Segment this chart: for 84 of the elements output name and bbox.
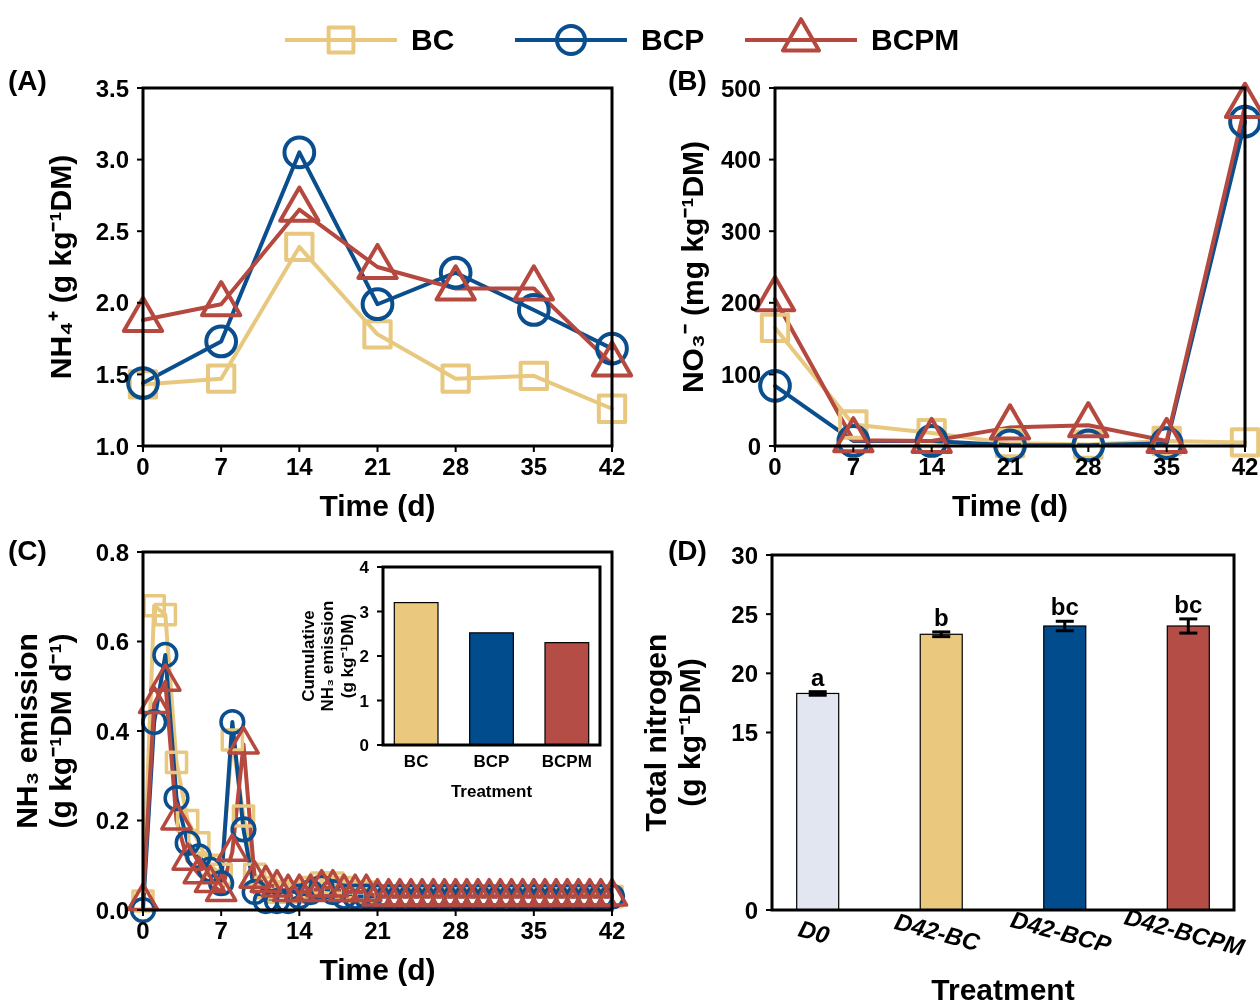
point xyxy=(204,324,239,359)
y-tick-label: 4 xyxy=(359,558,370,578)
legend-label: BCP xyxy=(641,23,705,56)
x-tick-label: D42-BCP xyxy=(1007,905,1116,959)
y-tick-label: 0.6 xyxy=(95,628,129,656)
x-tick-label: 7 xyxy=(846,453,861,481)
legend-label: BC xyxy=(411,23,455,56)
x-tick-label: 7 xyxy=(214,917,228,945)
x-axis-title: Time (d) xyxy=(319,953,436,986)
x-axis-title: Time (d) xyxy=(951,489,1069,522)
y-tick-label: 2 xyxy=(359,647,369,667)
x-tick-label: 0 xyxy=(768,453,782,481)
x-tick-label: 21 xyxy=(364,453,391,481)
annotation: b xyxy=(933,603,949,631)
point xyxy=(284,231,315,263)
x-tick-label: 7 xyxy=(214,453,228,481)
x-axis-title: Treatment xyxy=(450,782,533,801)
y-tick-label: 300 xyxy=(720,217,761,245)
y-axis-title: NH₄⁺ (g kg⁻¹DM) xyxy=(44,154,77,380)
x-tick-label: 42 xyxy=(598,917,626,945)
y-tick-label: 0 xyxy=(359,736,369,756)
x-tick-label: 14 xyxy=(918,453,946,481)
y-axis-title: Total nitrogen (g kg⁻¹DM) xyxy=(638,633,706,832)
x-tick-label: 21 xyxy=(996,453,1024,481)
x-tick-label: D0 xyxy=(795,914,833,949)
x-tick-label: 42 xyxy=(1231,453,1259,481)
point xyxy=(440,363,471,394)
x-tick-label: 21 xyxy=(364,917,391,945)
y-axis-title: NH₃ emission (g kg⁻¹DM d⁻¹) xyxy=(9,633,77,829)
x-tick-label: BCPM xyxy=(541,752,592,772)
y-axis-title: NO₃⁻ (mg kg⁻¹DM) xyxy=(676,140,709,394)
y-tick-label: 200 xyxy=(720,289,761,317)
point xyxy=(362,319,393,350)
y-tick-label: 1.0 xyxy=(95,432,129,460)
annotation: a xyxy=(811,663,826,691)
y-axis-title: Cumulative NH₃ emission (g kg⁻¹DM) xyxy=(298,600,357,712)
chart-title: (D) xyxy=(668,535,707,566)
x-tick-label: 28 xyxy=(442,453,470,481)
y-tick-label: 20 xyxy=(731,659,758,687)
point xyxy=(596,393,628,424)
y-tick-label: 100 xyxy=(720,361,761,389)
x-tick-label: 0 xyxy=(136,917,150,945)
x-tick-label: 35 xyxy=(520,917,548,945)
x-tick-label: 35 xyxy=(1153,453,1181,481)
x-axis-title: Time (d) xyxy=(319,489,436,522)
y-tick-label: 500 xyxy=(720,74,761,102)
y-tick-label: 15 xyxy=(731,719,758,747)
y-tick-label: 25 xyxy=(731,600,758,628)
annotation: bc xyxy=(1050,593,1079,621)
x-tick-label: 42 xyxy=(598,453,626,481)
y-tick-label: 1 xyxy=(359,691,369,711)
x-tick-label: 14 xyxy=(285,917,314,945)
y-tick-label: 0.4 xyxy=(95,717,130,745)
x-tick-label: 14 xyxy=(285,453,314,481)
y-tick-label: 3.5 xyxy=(95,74,129,102)
chart-title: (A) xyxy=(8,65,47,96)
y-tick-label: 1.5 xyxy=(95,361,129,389)
annotation: bc xyxy=(1174,590,1203,618)
point xyxy=(282,135,317,170)
legend-label: BCPM xyxy=(871,23,960,56)
y-tick-label: 2.5 xyxy=(95,217,129,245)
y-tick-label: 3.0 xyxy=(95,146,129,174)
x-tick-label: 35 xyxy=(520,453,548,481)
y-tick-label: 2.0 xyxy=(95,289,129,317)
x-tick-label: BC xyxy=(403,752,429,772)
y-tick-label: 0.0 xyxy=(95,896,129,924)
x-tick-label: 28 xyxy=(1074,453,1102,481)
point xyxy=(518,360,549,391)
y-tick-label: 0 xyxy=(747,432,761,460)
point xyxy=(516,293,551,327)
y-tick-label: 30 xyxy=(731,541,758,569)
x-tick-label: 28 xyxy=(442,917,470,945)
y-tick-label: 0.8 xyxy=(95,538,129,566)
y-tick-label: 400 xyxy=(720,146,761,174)
point xyxy=(206,363,237,394)
y-tick-label: 0.2 xyxy=(95,807,129,835)
point xyxy=(360,287,395,322)
x-axis-title: Treatment xyxy=(931,973,1075,1002)
y-tick-label: 3 xyxy=(359,602,369,622)
chart-title: (C) xyxy=(8,535,47,566)
x-tick-label: D42-BC xyxy=(892,907,984,957)
x-tick-label: 0 xyxy=(136,453,150,481)
x-tick-label: BCP xyxy=(473,752,510,772)
chart-title: (B) xyxy=(668,65,707,96)
